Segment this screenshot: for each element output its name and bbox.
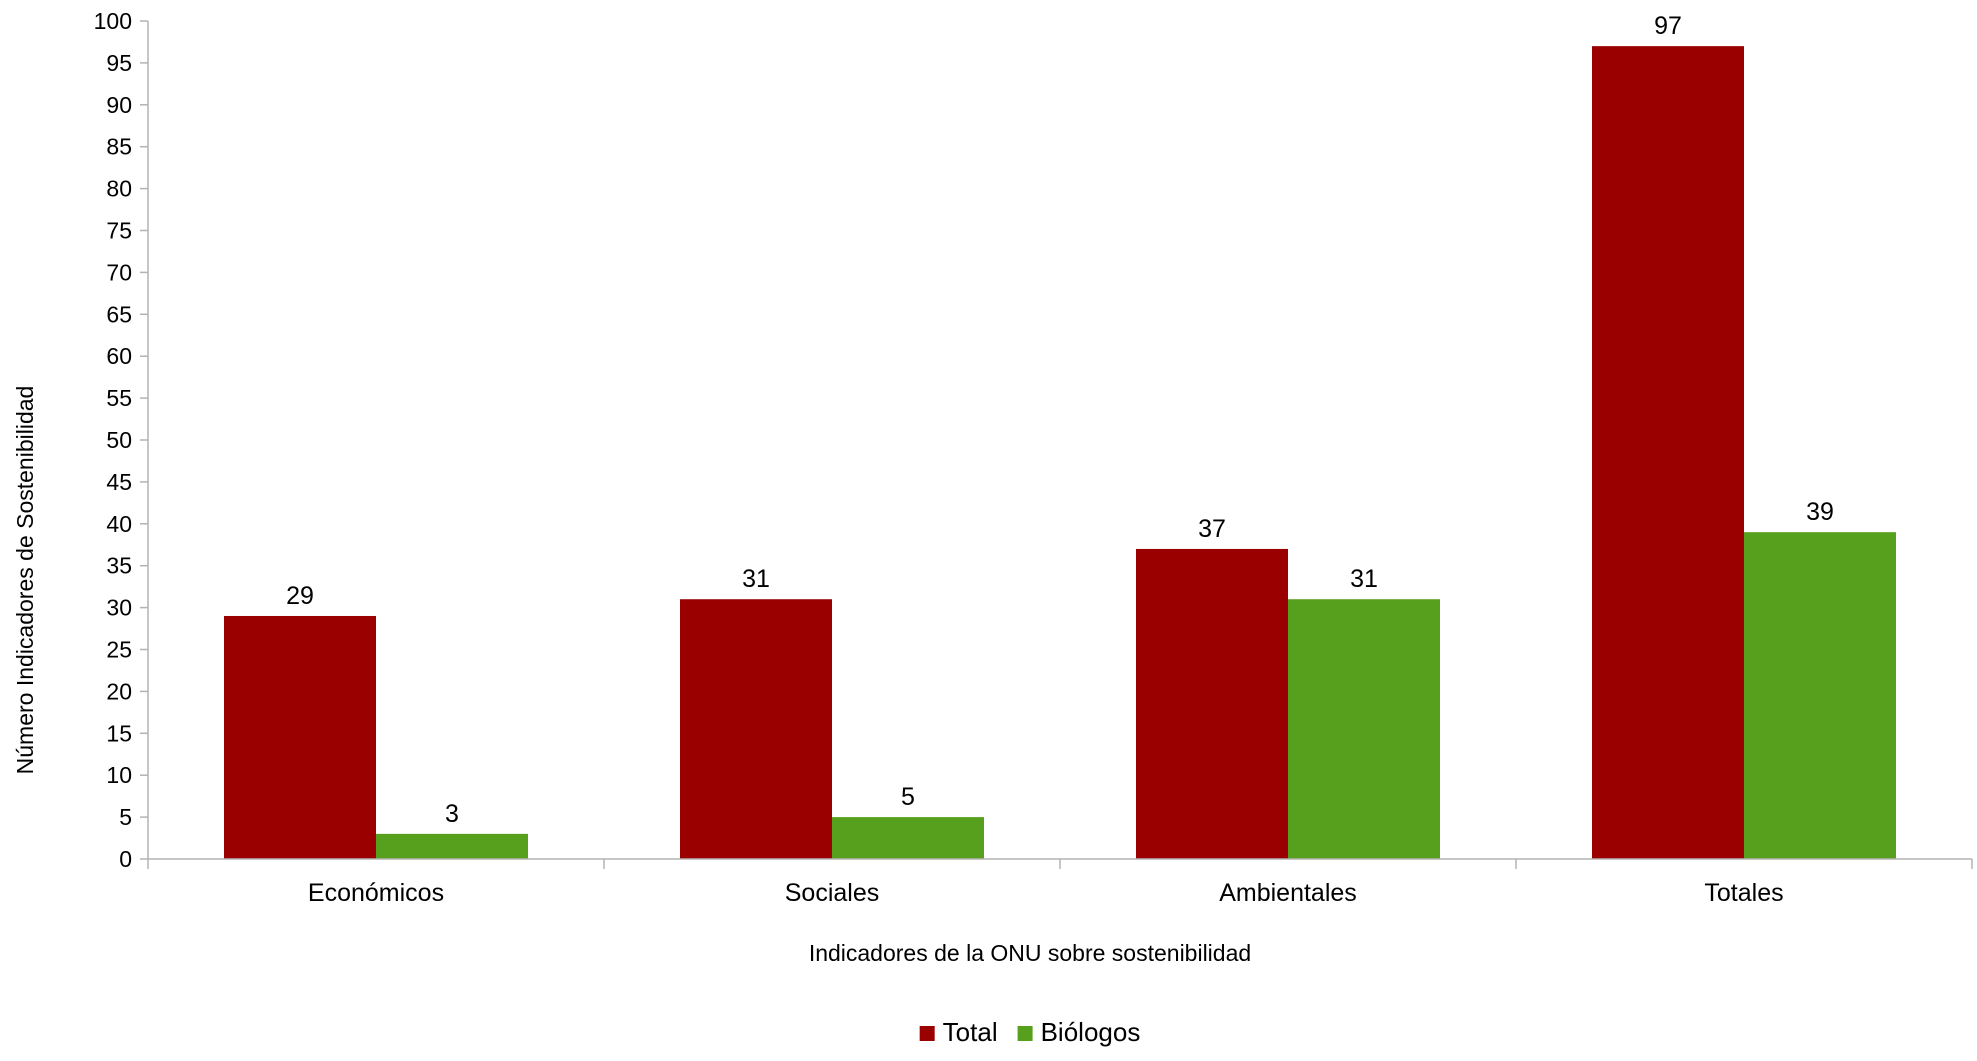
y-tick-label: 90 — [106, 92, 132, 118]
category-label: Totales — [1704, 879, 1783, 907]
y-tick-label: 45 — [106, 469, 132, 495]
data-label: 97 — [1654, 12, 1682, 40]
data-label: 31 — [1350, 565, 1378, 593]
y-tick-label: 15 — [106, 720, 132, 746]
y-axis-ticks: 0 5 10 15 20 25 30 35 40 45 50 55 60 65 70 75 80 85 90 95 10… — [94, 8, 148, 872]
y-tick-label: 60 — [106, 343, 132, 369]
legend-swatch — [919, 1026, 935, 1041]
bar-total-2 — [1136, 548, 1288, 859]
bar-bi-logos-0 — [376, 833, 528, 859]
legend: Total Biólogos — [919, 1017, 1141, 1047]
y-axis-title: Número Indicadores de Sostenibilidad — [12, 386, 38, 775]
y-tick-label: 0 — [119, 846, 132, 872]
bar-bi-logos-1 — [832, 817, 984, 859]
data-label: 37 — [1198, 515, 1226, 543]
bar-total-0 — [224, 615, 376, 859]
y-tick-label: 95 — [106, 50, 132, 76]
y-tick-label: 5 — [119, 804, 132, 830]
y-tick-label: 50 — [106, 427, 132, 453]
bar-bi-logos-2 — [1288, 599, 1440, 859]
y-tick-label: 85 — [106, 134, 132, 160]
y-tick-label: 65 — [106, 301, 132, 327]
category-label: Sociales — [785, 879, 880, 907]
data-labels-group: 29 3 31 5 37 31 97 39 — [286, 12, 1834, 828]
y-tick-label: 40 — [106, 511, 132, 537]
bar-total-3 — [1592, 46, 1744, 859]
y-tick-label: 25 — [106, 637, 132, 663]
bar-bi-logos-3 — [1744, 532, 1896, 859]
data-label: 5 — [901, 783, 915, 811]
y-tick-label: 30 — [106, 595, 132, 621]
data-label: 31 — [742, 565, 770, 593]
y-tick-label: 20 — [106, 678, 132, 704]
data-label: 29 — [286, 582, 314, 610]
bars-group — [224, 46, 1896, 859]
bar-total-1 — [680, 599, 832, 859]
legend-label: Total — [943, 1017, 998, 1047]
data-label: 3 — [445, 800, 459, 828]
category-label: Ambientales — [1219, 879, 1357, 907]
y-tick-label: 55 — [106, 385, 132, 411]
y-tick-label: 80 — [106, 176, 132, 202]
x-axis-ticks — [147, 859, 1973, 869]
category-labels-group: Económicos Sociales Ambientales Totales — [308, 879, 1784, 907]
x-axis-title: Indicadores de la ONU sobre sostenibilid… — [809, 940, 1251, 966]
legend-label: Biólogos — [1041, 1017, 1141, 1047]
data-label: 39 — [1806, 498, 1834, 526]
y-tick-label: 100 — [94, 8, 132, 34]
y-tick-label: 10 — [106, 762, 132, 788]
y-tick-label: 35 — [106, 553, 132, 579]
y-tick-label: 70 — [106, 259, 132, 285]
category-label: Económicos — [308, 879, 444, 907]
legend-swatch — [1017, 1026, 1033, 1041]
y-tick-label: 75 — [106, 218, 132, 244]
